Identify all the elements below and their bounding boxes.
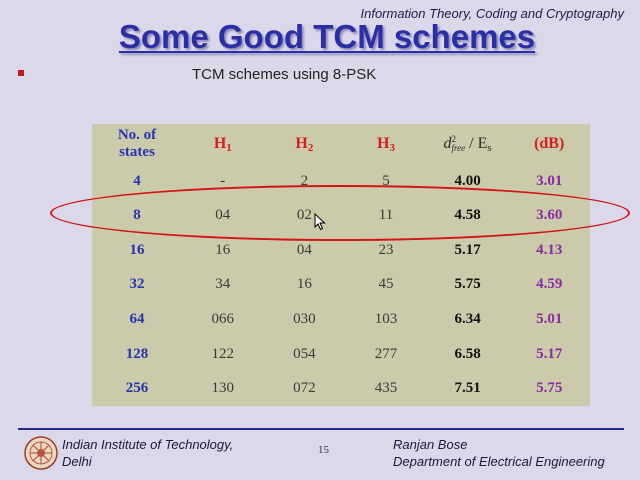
header-states-line2: states: [119, 144, 155, 160]
mouse-cursor-icon: [314, 213, 326, 231]
header-h3-sub: 3: [389, 141, 395, 154]
cell-dfree: 5.17: [454, 241, 481, 258]
footer-author: Ranjan Bose Department of Electrical Eng…: [393, 436, 605, 470]
cell-h1: 066: [211, 311, 235, 328]
slide-subtitle: TCM schemes using 8-PSK: [192, 66, 377, 83]
cell-dfree: 6.34: [454, 311, 481, 328]
cell-h3: 103: [374, 311, 398, 328]
table-row: 128 122 054 277 6.58 5.17: [92, 337, 590, 372]
cell-h1: 122: [211, 345, 235, 362]
header-dfree-sub: free: [451, 142, 466, 153]
cell-db: 4.13: [536, 241, 563, 258]
cell-h2: 072: [293, 380, 316, 397]
header-dfree: d2 free / Es: [427, 124, 509, 164]
table-row: 32 34 16 45 5.75 4.59: [92, 268, 590, 303]
cell-db: 5.17: [536, 345, 563, 362]
cell-h2: 16: [296, 276, 312, 293]
cell-h1: 34: [215, 276, 231, 293]
header-h3: H3: [345, 124, 427, 164]
footer-institute: Indian Institute of Technology, Delhi: [62, 436, 233, 470]
cell-h2: 054: [293, 345, 316, 362]
header-h1-sub: 1: [226, 141, 232, 154]
cell-dfree: 4.00: [454, 172, 481, 189]
table-header-row: No. of states H1 H2 H3 d2 free / Es (dB): [92, 124, 590, 164]
cell-dfree: 5.75: [454, 276, 481, 293]
header-h1-label: H: [213, 134, 227, 152]
cell-h3: 5: [382, 172, 390, 189]
cell-db: 4.59: [536, 276, 563, 293]
footer-author-name: Ranjan Bose: [393, 437, 468, 452]
footer-institute-line1: Indian Institute of Technology,: [62, 437, 234, 452]
cell-h1: 16: [215, 241, 231, 258]
header-h2-sub: 2: [307, 141, 314, 154]
table-row: 64 066 030 103 6.34 5.01: [92, 302, 590, 337]
header-dfree-d: d: [443, 134, 452, 152]
table-row: 4 - 2 5 4.00 3.01: [92, 164, 590, 199]
header-dfree-rest: / E: [465, 134, 488, 152]
table-row: 256 130 072 435 7.51 5.75: [92, 371, 590, 406]
header-h2-label: H: [295, 134, 308, 152]
slide-title: Some Good TCM schemes: [118, 18, 536, 55]
tcm-table: No. of states H1 H2 H3 d2 free / Es (dB) …: [92, 124, 590, 406]
cell-states: 32: [129, 276, 145, 293]
cell-h3: 23: [378, 241, 394, 258]
cell-db: 3.01: [536, 172, 563, 189]
highlight-ellipse: [50, 185, 630, 241]
cell-h2: 04: [296, 241, 312, 258]
header-dfree-sup: 2: [451, 133, 456, 144]
footer-institute-line2: Delhi: [62, 454, 92, 469]
header-h1: H1: [182, 124, 264, 164]
cell-dfree: 6.58: [454, 345, 481, 362]
page-number: 15: [318, 444, 329, 456]
footer-divider: [18, 428, 624, 430]
cell-states: 64: [129, 311, 145, 328]
cell-db: 5.75: [536, 380, 563, 397]
table-row: 16 16 04 23 5.17 4.13: [92, 233, 590, 268]
header-states: No. of states: [92, 124, 182, 164]
header-db: (dB): [534, 135, 565, 152]
bullet-icon: [18, 70, 24, 76]
header-h3-label: H: [377, 134, 390, 152]
course-header: Information Theory, Coding and Cryptogra…: [360, 6, 624, 21]
header-states-line1: No. of: [117, 127, 157, 143]
cell-h3: 277: [374, 345, 398, 362]
cell-h1: -: [220, 172, 226, 189]
cell-states: 256: [125, 380, 149, 397]
header-h2: H2: [264, 124, 346, 164]
cell-h2: 2: [300, 172, 309, 189]
header-es-sub: s: [487, 141, 492, 154]
cell-states: 4: [133, 172, 141, 189]
cell-dfree: 7.51: [454, 380, 481, 397]
footer-department: Department of Electrical Engineering: [393, 454, 605, 469]
cell-h3: 45: [378, 276, 394, 293]
cell-h2: 030: [293, 311, 316, 328]
iit-delhi-logo-icon: [24, 436, 58, 470]
cell-states: 16: [129, 241, 145, 258]
cell-h1: 130: [211, 380, 235, 397]
cell-db: 5.01: [536, 311, 563, 328]
cell-h3: 435: [374, 380, 398, 397]
cell-states: 128: [125, 345, 149, 362]
tcm-table-container: No. of states H1 H2 H3 d2 free / Es (dB) …: [92, 124, 590, 406]
